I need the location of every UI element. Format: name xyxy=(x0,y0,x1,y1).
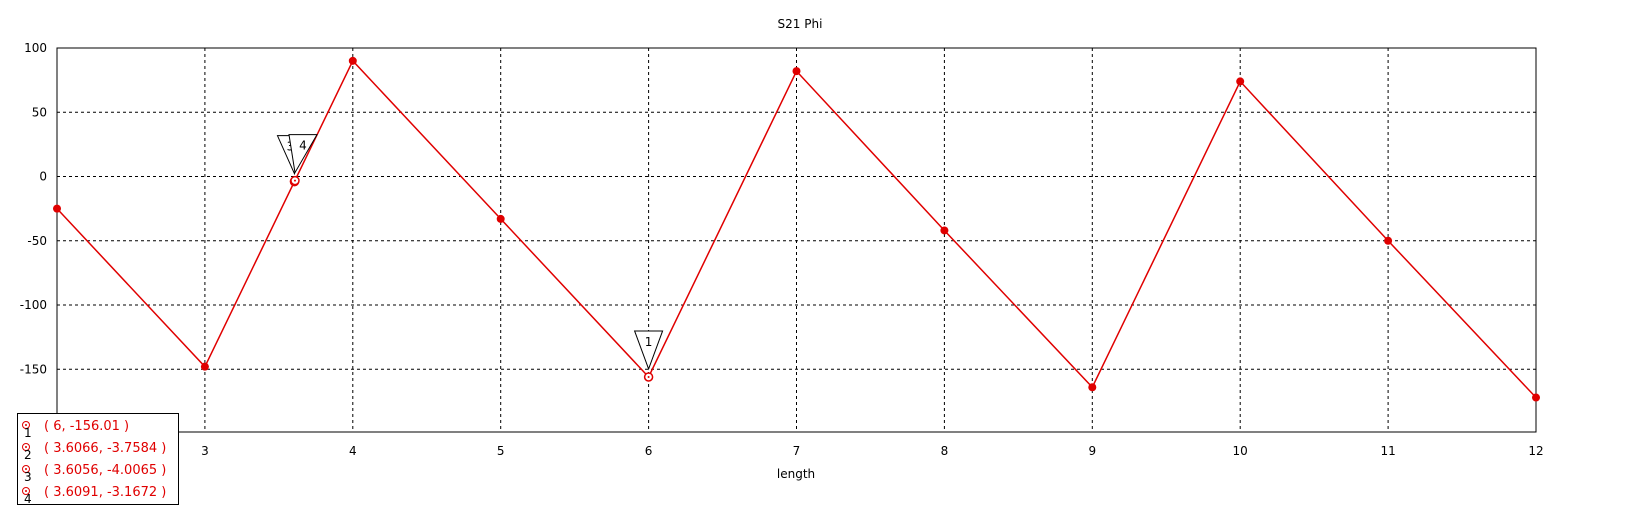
x-tick-label: 7 xyxy=(793,444,801,458)
x-tick-labels: 3 4 5 6 7 8 9 10 11 12 xyxy=(201,444,1544,458)
x-tick-label: 6 xyxy=(645,444,653,458)
y-tick-label: -150 xyxy=(20,362,47,376)
marker-value: ( 3.6066, -3.7584 ) xyxy=(44,441,167,456)
marker-readout-row: 3 ( 3.6056, -4.0065 ) xyxy=(18,461,178,484)
x-tick-label: 5 xyxy=(497,444,505,458)
marker-flag-label: 4 xyxy=(299,139,307,153)
x-tick-label: 8 xyxy=(941,444,949,458)
x-tick-label: 4 xyxy=(349,444,357,458)
x-axis-label: length xyxy=(777,467,815,481)
data-point xyxy=(200,362,209,371)
x-tick-label: 10 xyxy=(1233,444,1248,458)
data-point xyxy=(496,214,505,223)
data-point xyxy=(1384,236,1393,245)
series-s21-phi xyxy=(53,56,1540,402)
marker-ring-icon xyxy=(22,487,30,495)
marker-index: 1 xyxy=(24,426,32,440)
data-point xyxy=(348,56,357,65)
marker-flags: 134 xyxy=(276,134,664,371)
data-point xyxy=(940,226,949,235)
plot-frame xyxy=(56,47,1537,433)
data-point xyxy=(1532,393,1540,402)
chart-title: S21 Phi xyxy=(778,17,823,31)
marker-index: 4 xyxy=(24,492,32,506)
y-tick-label: 100 xyxy=(24,41,47,55)
data-point xyxy=(1088,383,1097,392)
marker-ring-icon xyxy=(22,421,30,429)
y-tick-label: 50 xyxy=(32,105,47,119)
data-point xyxy=(53,204,61,213)
x-tick-label: 11 xyxy=(1380,444,1395,458)
marker-dot-1 xyxy=(647,375,650,378)
marker-readout-box: 1 ( 6, -156.01 ) 2 ( 3.6066, -3.7584 ) 3 ( 3.… xyxy=(17,413,179,506)
x-tick-label: 9 xyxy=(1088,444,1096,458)
marker-index: 2 xyxy=(24,448,32,462)
marker-value: ( 3.6056, -4.0065 ) xyxy=(44,463,167,478)
x-tick-label: 3 xyxy=(201,444,209,458)
marker-value: ( 6, -156.01 ) xyxy=(44,419,130,434)
y-tick-labels: 100 50 0 -50 -100 -150 xyxy=(20,41,47,376)
marker-ring-icon xyxy=(22,443,30,451)
data-point xyxy=(792,67,801,76)
marker-readout-row: 4 ( 3.6091, -3.1672 ) xyxy=(18,483,178,506)
marker-value: ( 3.6091, -3.1672 ) xyxy=(44,485,167,500)
marker-flag-4: 4 xyxy=(288,134,318,175)
marker-readout-row: 2 ( 3.6066, -3.7584 ) xyxy=(18,439,178,462)
marker-readout-row: 1 ( 6, -156.01 ) xyxy=(18,417,178,440)
marker-flag-label: 1 xyxy=(645,335,653,349)
grid xyxy=(57,48,1536,432)
x-tick-label: 12 xyxy=(1528,444,1543,458)
marker-flag-1: 1 xyxy=(633,330,664,371)
y-tick-label: -100 xyxy=(20,298,47,312)
marker-ring-icon xyxy=(22,465,30,473)
y-tick-label: 0 xyxy=(39,170,47,184)
y-tick-label: -50 xyxy=(27,234,47,248)
data-point xyxy=(1236,77,1245,86)
marker-dot-4 xyxy=(293,179,296,182)
marker-index: 3 xyxy=(24,470,32,484)
